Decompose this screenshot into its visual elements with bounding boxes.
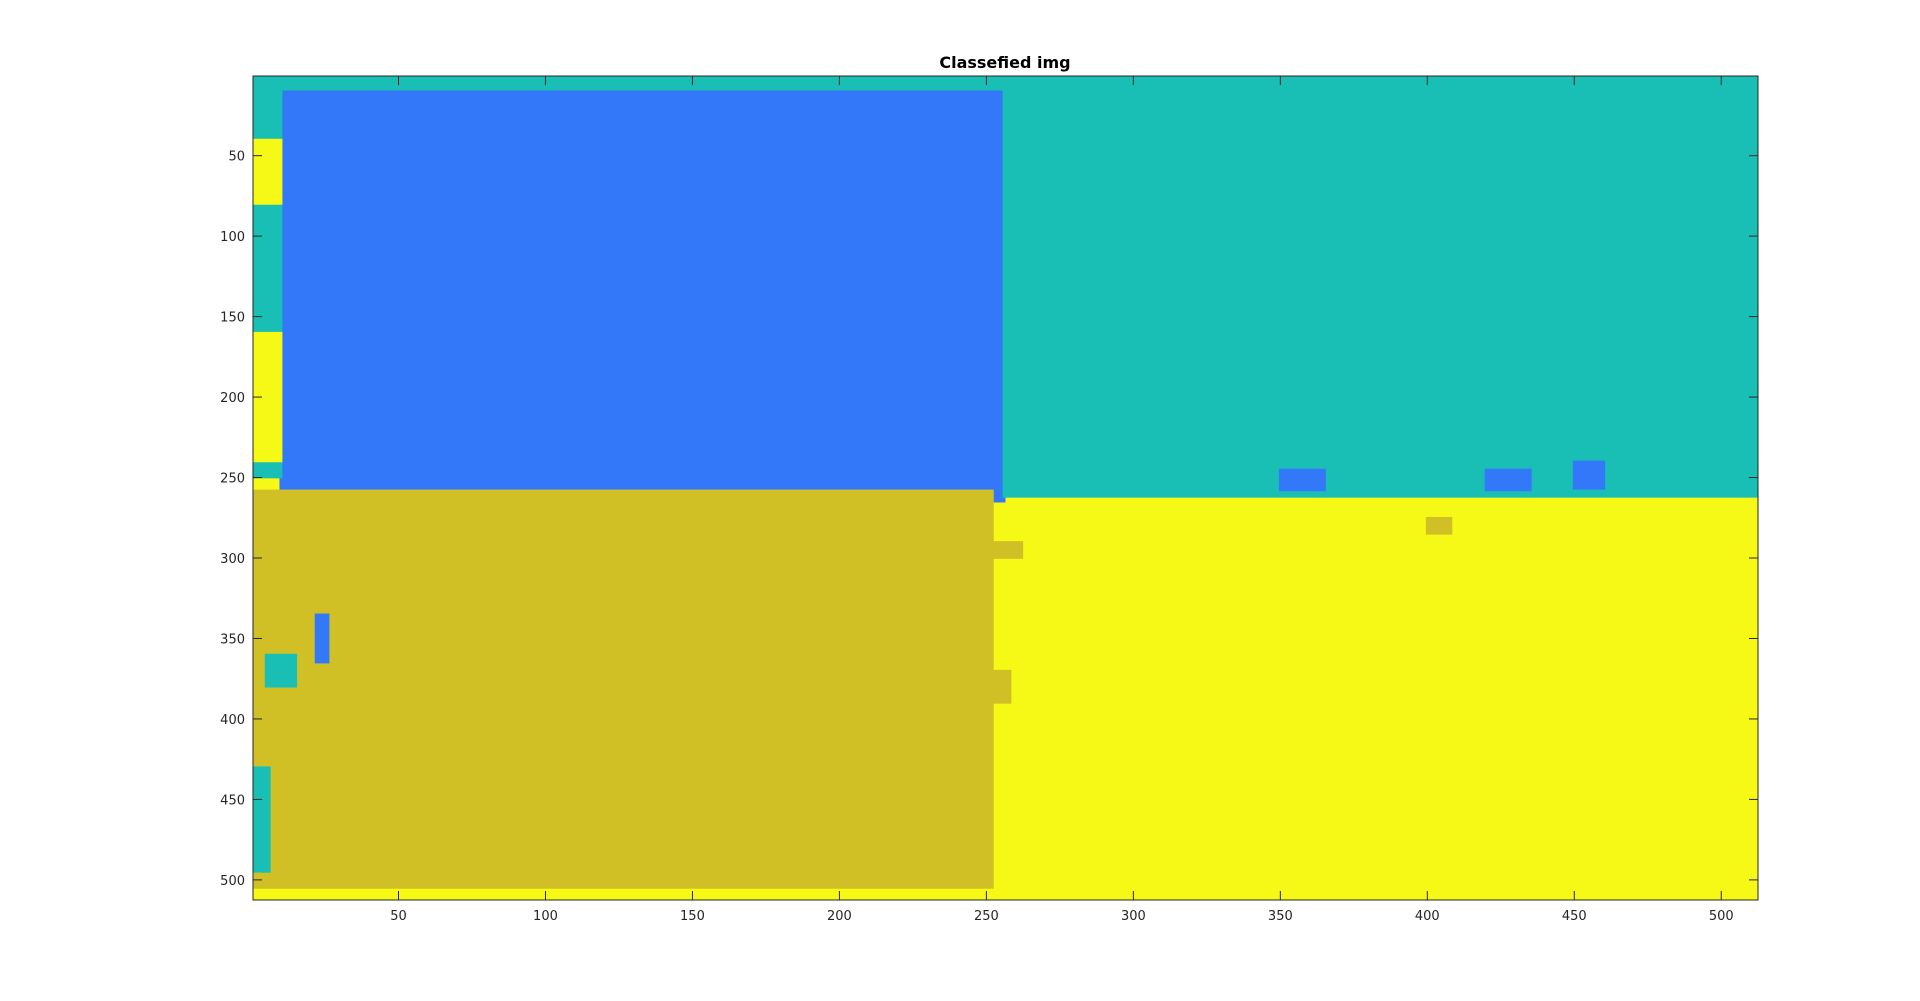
class-region-9 <box>264 653 298 688</box>
class-region-8 <box>314 613 330 664</box>
x-tick-label: 400 <box>1415 909 1440 924</box>
x-tick-label: 50 <box>390 909 407 924</box>
class-region-2 <box>1002 90 1758 498</box>
class-region-0 <box>253 76 1758 93</box>
y-axis: 50 100 150 200 250 300 350 400 450 500 <box>220 150 1758 889</box>
x-tick-label: 500 <box>1709 909 1734 924</box>
y-tick-label: 50 <box>228 150 245 165</box>
x-tick-label: 150 <box>680 909 705 924</box>
axes-box <box>252 75 1759 901</box>
class-region-15 <box>1572 460 1606 490</box>
y-tick-label: 450 <box>220 793 245 808</box>
class-region-12 <box>984 669 1012 704</box>
x-axis: 50 100 150 200 250 300 350 400 450 500 <box>390 76 1734 924</box>
class-region-7 <box>253 766 271 873</box>
x-tick-label: 250 <box>974 909 999 924</box>
y-tick-label: 350 <box>220 632 245 647</box>
x-tick-label: 300 <box>1121 909 1146 924</box>
class-region-6 <box>253 138 283 205</box>
x-tick-label: 100 <box>533 909 558 924</box>
class-region-11 <box>1425 516 1453 535</box>
y-tick-label: 150 <box>220 311 245 326</box>
class-region-10 <box>990 541 1024 559</box>
y-tick-label: 400 <box>220 713 245 728</box>
x-tick-label: 200 <box>827 909 852 924</box>
class-region-1 <box>279 90 1006 503</box>
plot-area <box>252 75 1759 901</box>
y-tick-label: 100 <box>220 230 245 245</box>
class-region-3 <box>253 489 994 889</box>
class-region-14 <box>1484 468 1532 492</box>
x-tick-label: 450 <box>1562 909 1587 924</box>
x-tick-label: 350 <box>1268 909 1293 924</box>
y-tick-label: 300 <box>220 552 245 567</box>
y-tick-label: 250 <box>220 472 245 487</box>
y-tick-label: 500 <box>220 874 245 889</box>
y-tick-label: 200 <box>220 391 245 406</box>
chart-title: Classefied img <box>939 53 1070 72</box>
class-region-13 <box>1278 468 1326 492</box>
